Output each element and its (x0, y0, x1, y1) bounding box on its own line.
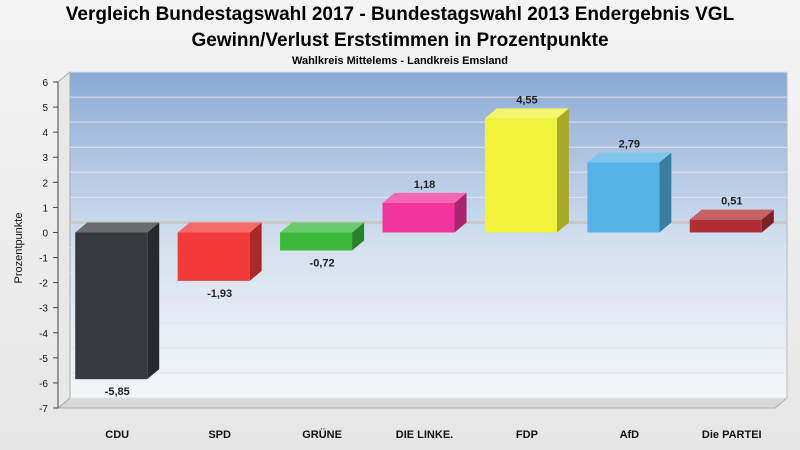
bar-top (280, 222, 365, 233)
y-tick-label: -3 (39, 304, 48, 315)
data-label: -1,93 (207, 288, 232, 300)
bar-fdp (484, 108, 569, 233)
category-label: FDP (516, 429, 538, 441)
bar-top (587, 152, 672, 163)
bar-top (689, 209, 774, 220)
y-tick-label: -4 (39, 329, 48, 340)
category-label: CDU (105, 429, 129, 441)
plot-side-wall (57, 70, 71, 410)
bar-top (75, 222, 160, 233)
y-tick-label: 2 (42, 178, 48, 189)
bar-die-linke- (382, 192, 467, 233)
data-label: 4,55 (516, 94, 537, 106)
y-tick-label: -1 (39, 254, 48, 265)
chart-subtitle: Wahlkreis Mittelems - Landkreis Emsland (292, 55, 508, 67)
category-label: DIE LINKE. (396, 429, 453, 441)
y-axis-label: Prozentpunkte (13, 213, 25, 284)
category-label: SPD (208, 429, 231, 441)
bar-spd (177, 222, 262, 281)
data-label: -5,85 (105, 386, 130, 398)
data-label: 2,79 (619, 138, 640, 150)
category-label: GRÜNE (302, 428, 342, 441)
y-tick-label: 6 (42, 78, 48, 89)
bar-front (75, 232, 148, 380)
y-tick-label: 5 (42, 103, 48, 114)
bar-front (689, 219, 762, 233)
y-tick-label: -6 (39, 379, 48, 390)
bar-front (177, 232, 250, 281)
bar-side (249, 222, 262, 281)
plot-floor (56, 397, 789, 409)
bar-front (587, 162, 660, 233)
bar-side (147, 222, 160, 380)
y-tick-label: -5 (39, 354, 48, 365)
category-label: Die PARTEI (702, 429, 762, 441)
bar-side (761, 209, 774, 233)
bar-grüne (280, 222, 365, 251)
data-label: -0,72 (310, 258, 335, 270)
plot-background (69, 71, 788, 399)
data-label: 0,51 (721, 196, 742, 208)
bar-cdu (75, 222, 160, 380)
bar-side (556, 108, 569, 233)
bar-front (382, 202, 455, 233)
bar-top (382, 192, 467, 203)
y-tick-label: 1 (42, 203, 48, 214)
category-label: AfD (620, 429, 640, 441)
bar-front (280, 232, 353, 251)
bar-side (659, 152, 672, 233)
y-tick-label: 0 (42, 228, 48, 239)
bar-side (454, 192, 467, 233)
bar-top (484, 108, 569, 119)
bar-front (484, 118, 557, 233)
bar-die-partei (689, 209, 774, 233)
data-label: 1,18 (414, 179, 435, 191)
bar-side (352, 222, 365, 251)
chart-title-line2: Gewinn/Verlust Erststimmen in Prozentpun… (191, 30, 609, 51)
y-tick-label: -2 (39, 279, 48, 290)
y-tick-label: -7 (39, 404, 48, 415)
chart-title: Vergleich Bundestagswahl 2017 - Bundesta… (65, 4, 735, 25)
y-tick-label: 3 (42, 153, 48, 164)
bar-afd (587, 152, 672, 233)
bar-top (177, 222, 262, 233)
y-tick-label: 4 (42, 128, 48, 139)
